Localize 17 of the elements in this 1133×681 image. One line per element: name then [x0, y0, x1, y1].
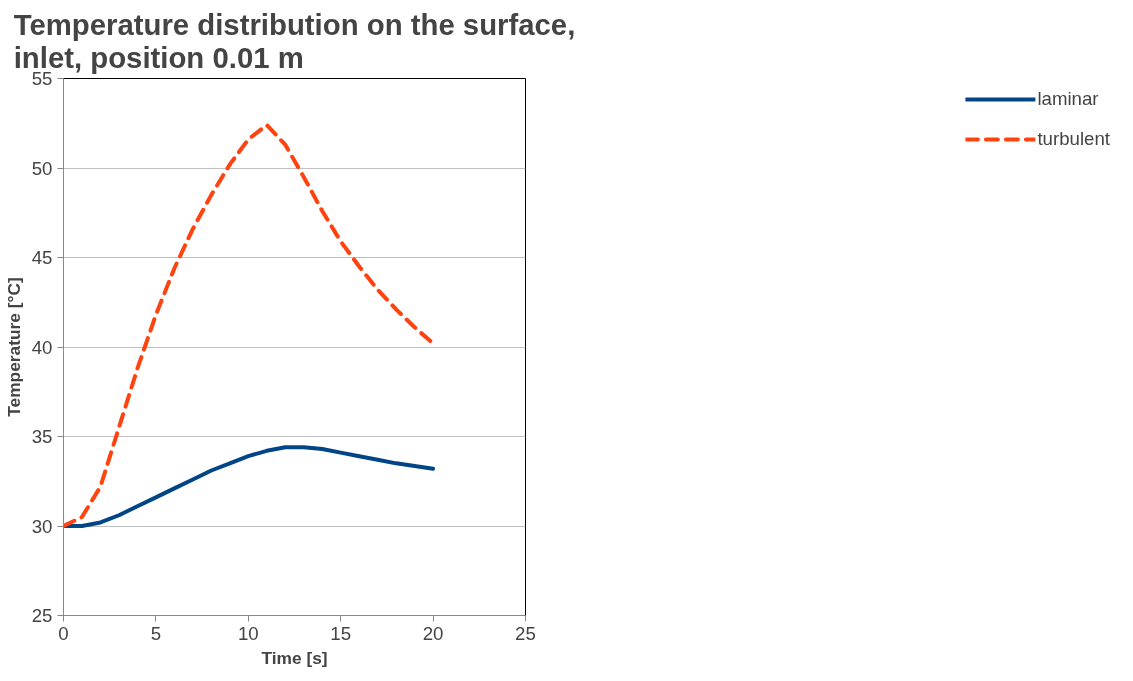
y-tick-label: 50 [31, 157, 53, 179]
y-tick-label: 45 [31, 247, 53, 268]
y-tick-label: 40 [31, 336, 53, 358]
y-tick-label: 25 [31, 605, 53, 626]
legend-label: turbulent [1037, 128, 1110, 150]
y-axis-title: Temperature [°C] [3, 277, 24, 417]
x-axis-title: Time [s] [261, 647, 328, 668]
x-tick-label: 15 [330, 622, 352, 644]
legend-label: laminar [1037, 88, 1099, 110]
x-tick-label: 25 [515, 622, 536, 644]
y-tick-label: 35 [31, 426, 53, 447]
x-tick-label: 5 [150, 622, 162, 644]
x-tick-label: 20 [422, 622, 444, 644]
x-tick-label: 0 [58, 622, 69, 644]
y-tick-label: 30 [31, 515, 53, 537]
line-series [63, 445, 436, 528]
x-tick-label: 10 [237, 622, 259, 644]
